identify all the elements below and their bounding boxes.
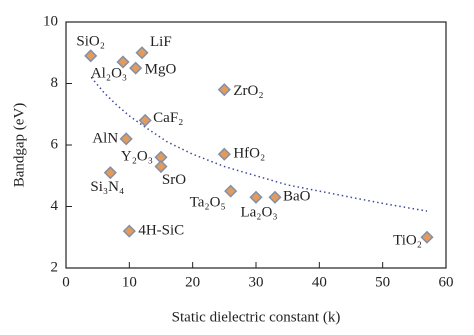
y-tick-label: 6 [51, 136, 59, 152]
data-point [249, 190, 263, 204]
point-label: MgO [145, 62, 177, 78]
x-tick-label: 0 [62, 274, 70, 290]
y-tick-label: 2 [51, 259, 59, 275]
point-label: Al₂O₃ [91, 65, 127, 81]
point-label: HfO₂ [233, 146, 265, 162]
x-tick-label: 40 [312, 274, 327, 290]
data-point [119, 132, 133, 146]
y-tick-label: 4 [51, 198, 59, 214]
point-label: TiO₂ [393, 233, 422, 249]
data-point [135, 46, 149, 60]
point-label: SiO₂ [76, 33, 105, 49]
x-tick-label: 20 [185, 274, 200, 290]
data-point [268, 190, 282, 204]
y-axis-label: Bandgap (eV) [11, 103, 27, 188]
data-point [138, 113, 152, 127]
point-label: Ta₂O₅ [190, 195, 226, 211]
x-tick-label: 10 [122, 274, 137, 290]
point-label: Si₃N₄ [90, 179, 124, 195]
point-label: La₂O₃ [240, 205, 277, 221]
x-axis-label: Static dielectric constant (k) [172, 309, 341, 325]
point-label: 4H-SiC [138, 223, 184, 239]
data-point [154, 159, 168, 174]
trend-line [90, 76, 428, 212]
point-label: AlN [92, 130, 118, 146]
data-point [420, 230, 434, 244]
data-point [103, 166, 117, 180]
data-point [224, 184, 238, 198]
data-point [217, 147, 231, 161]
point-label: Y₂O₃ [121, 149, 153, 165]
data-point [217, 83, 231, 97]
point-label: SrO [162, 172, 186, 188]
data-point [122, 224, 136, 238]
point-label: BaO [283, 189, 311, 205]
x-tick-label: 30 [249, 274, 264, 290]
data-point [116, 55, 130, 69]
data-point [129, 61, 143, 75]
x-tick-label: 50 [375, 274, 390, 290]
y-tick-label: 8 [51, 75, 59, 91]
point-label: LiF [150, 34, 172, 50]
y-tick-label: 10 [43, 13, 58, 29]
x-tick-label: 60 [439, 274, 454, 290]
point-label: CaF₂ [153, 110, 183, 126]
data-point [84, 49, 98, 63]
point-label: ZrO₂ [233, 83, 263, 99]
